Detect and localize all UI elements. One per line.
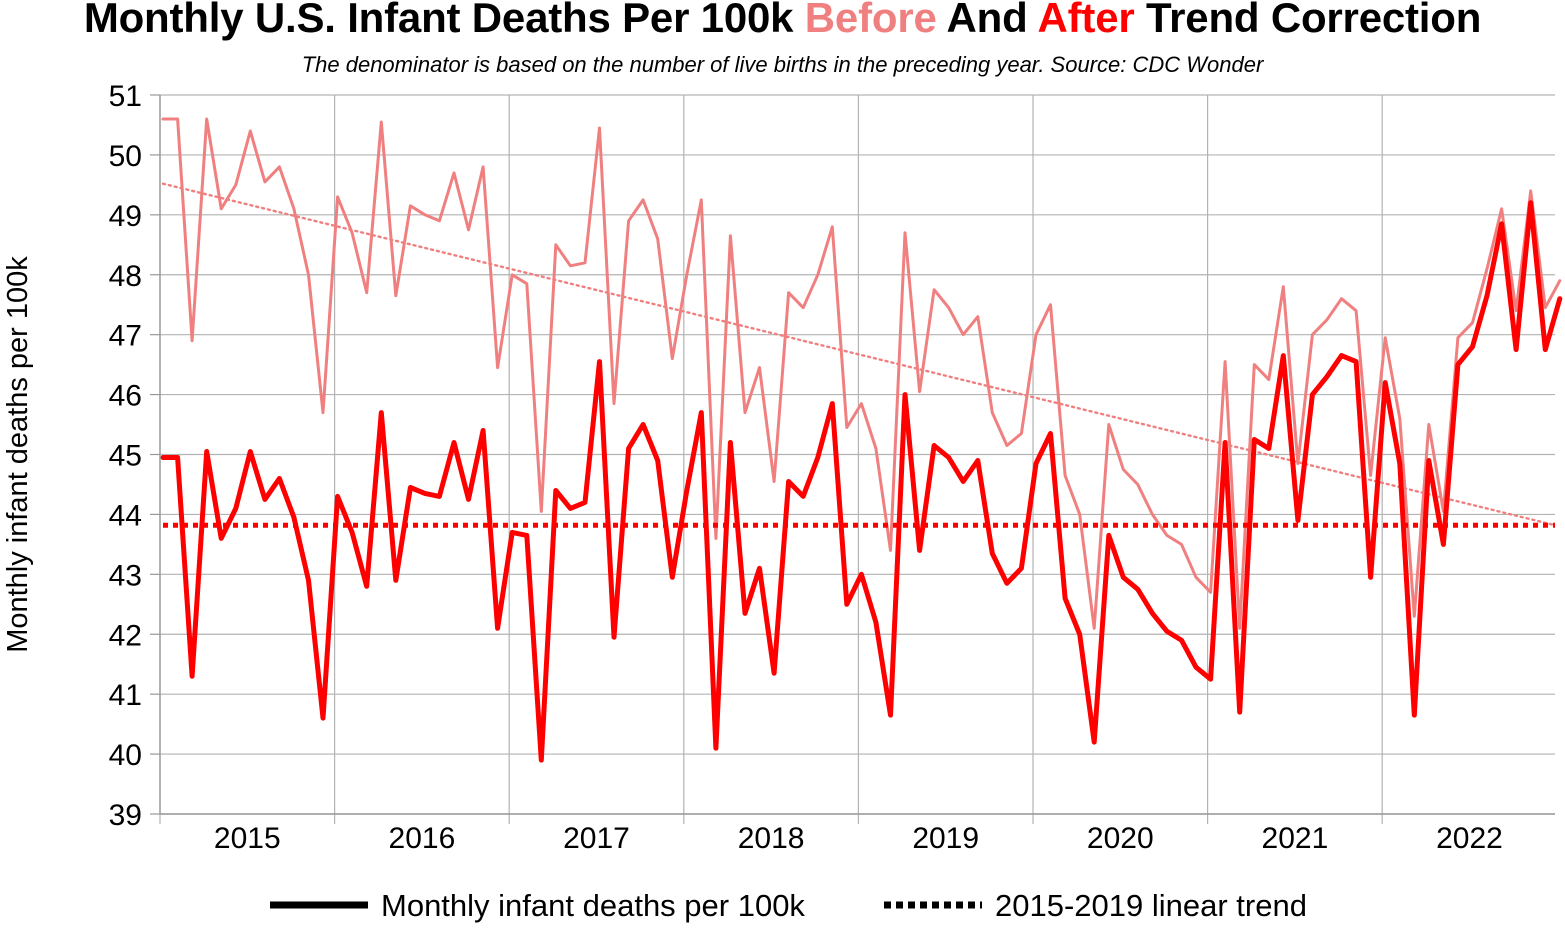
chart-title: Monthly U.S. Infant Deaths Per 100k Befo…	[0, 0, 1565, 42]
x-tick-label: 2020	[1087, 822, 1154, 855]
y-axis-title: Monthly infant deaths per 100k	[2, 256, 34, 653]
legend-label-dotted: 2015-2019 linear trend	[995, 888, 1307, 923]
title-word-before: Before	[804, 0, 937, 41]
y-tick-label: 49	[109, 200, 142, 233]
title-part-2: And	[936, 0, 1038, 41]
chart-subtitle: The denominator is based on the number o…	[301, 52, 1264, 77]
y-tick-label: 51	[109, 80, 142, 113]
x-tick-label: 2017	[563, 822, 630, 855]
y-tick-label: 46	[109, 380, 142, 413]
y-tick-label: 48	[109, 260, 142, 293]
x-tick-label: 2019	[912, 822, 979, 855]
title-word-after: After	[1037, 0, 1135, 41]
legend-layer: Monthly infant deaths per 100k 2015-2019 …	[270, 888, 1307, 923]
x-tick-label: 2021	[1262, 822, 1329, 855]
title-part-1: Monthly U.S. Infant Deaths Per 100k	[83, 0, 805, 41]
y-tick-label: 44	[109, 499, 142, 532]
x-tick-label: 2015	[214, 822, 281, 855]
y-tick-label: 45	[109, 440, 142, 473]
legend-label-solid: Monthly infant deaths per 100k	[381, 888, 805, 923]
y-tick-label: 50	[109, 140, 142, 173]
title-part-3: Trend Correction	[1134, 0, 1482, 41]
y-tick-label: 47	[109, 320, 142, 353]
x-tick-label: 2018	[738, 822, 805, 855]
series-line-after	[160, 200, 1563, 763]
y-tick-label: 41	[109, 679, 142, 712]
trend-line-before	[161, 182, 1557, 527]
grid-layer	[159, 94, 1555, 824]
y-tick-label: 39	[109, 799, 142, 832]
y-tick-label: 40	[109, 739, 142, 772]
axis-layer: 39 40 41 42 43 44 45 46 47 48 49 50 51 2015 2016 2017 20…	[2, 80, 1555, 855]
y-tick-label: 43	[109, 559, 142, 592]
series-line-before	[161, 117, 1562, 630]
x-tick-label: 2022	[1436, 822, 1503, 855]
x-tick-label: 2016	[389, 822, 456, 855]
series-layer	[160, 117, 1563, 763]
y-tick-label: 42	[109, 619, 142, 652]
